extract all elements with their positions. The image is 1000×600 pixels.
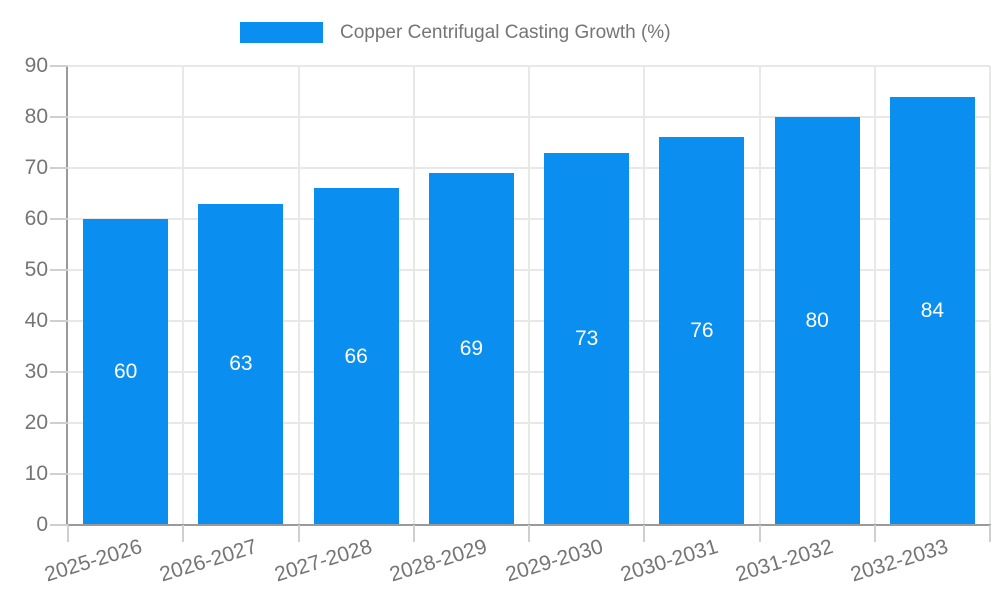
y-axis-tick-label: 10 <box>24 462 48 485</box>
x-axis-tick <box>182 525 185 542</box>
bar-2029-2030: 73 <box>544 152 630 525</box>
bar-value-label: 73 <box>574 326 599 350</box>
y-axis-tick <box>50 320 68 322</box>
bar-value-label: 69 <box>459 337 484 361</box>
x-axis-tick <box>528 525 530 542</box>
y-axis-tick-label: 0 <box>36 513 48 536</box>
legend-swatch <box>240 22 323 43</box>
bar-value-label: 76 <box>690 319 714 343</box>
y-axis-tick-label: 40 <box>24 309 48 332</box>
y-axis-tick <box>50 269 68 271</box>
legend-label: Copper Centrifugal Casting Growth (%) <box>340 22 671 43</box>
gridline-vertical <box>182 66 185 525</box>
plot-area: 60 63 66 69 73 76 80 84 <box>68 65 991 525</box>
y-axis-tick-label: 20 <box>24 411 48 434</box>
bar-2031-2032: 80 <box>774 117 860 525</box>
y-axis-tick <box>50 524 68 526</box>
x-axis-tick <box>412 525 415 542</box>
gridline-vertical <box>873 66 876 525</box>
x-axis-tick <box>643 525 646 542</box>
y-axis-tick-label: 80 <box>24 105 48 128</box>
bar-2028-2029: 69 <box>428 173 514 525</box>
y-axis-tick-label: 90 <box>24 54 48 77</box>
gridline-vertical <box>989 66 991 525</box>
bar-value-label: 66 <box>344 344 368 368</box>
y-axis-tick <box>50 422 68 424</box>
bar-2032-2033: 84 <box>889 96 975 525</box>
bar-value-label: 60 <box>113 360 138 383</box>
bar-value-label: 80 <box>805 309 829 332</box>
y-axis-tick <box>50 116 68 118</box>
bar-2030-2031: 76 <box>659 137 745 525</box>
gridline-vertical <box>643 66 646 525</box>
y-axis-tick <box>50 65 68 67</box>
x-axis-tick <box>758 525 761 542</box>
y-axis-tick-label: 50 <box>24 258 48 281</box>
gridline-vertical <box>297 66 300 525</box>
y-axis-tick-label: 30 <box>24 360 48 383</box>
x-axis-tick <box>67 525 69 542</box>
x-axis-tick <box>873 525 876 542</box>
y-axis-tick-label: 70 <box>24 156 48 179</box>
y-axis-tick <box>50 218 68 220</box>
chart-legend[interactable]: Copper Centrifugal Casting Growth (%) <box>240 22 671 43</box>
x-axis-tick <box>297 525 300 542</box>
y-axis-tick <box>50 371 68 373</box>
bar-value-label: 63 <box>229 352 253 376</box>
bar-2026-2027: 63 <box>198 203 284 525</box>
y-axis-line <box>66 66 68 525</box>
gridline-vertical <box>758 66 761 525</box>
y-axis-tick-label: 60 <box>24 207 48 230</box>
x-axis-tick <box>989 525 991 542</box>
bar-2027-2028: 66 <box>313 188 399 525</box>
gridline-vertical <box>528 66 530 525</box>
y-axis-tick <box>50 473 68 475</box>
gridline-vertical <box>412 66 415 525</box>
bar-value-label: 84 <box>920 298 945 322</box>
y-axis-tick <box>50 167 68 169</box>
bar-2025-2026: 60 <box>83 219 169 525</box>
